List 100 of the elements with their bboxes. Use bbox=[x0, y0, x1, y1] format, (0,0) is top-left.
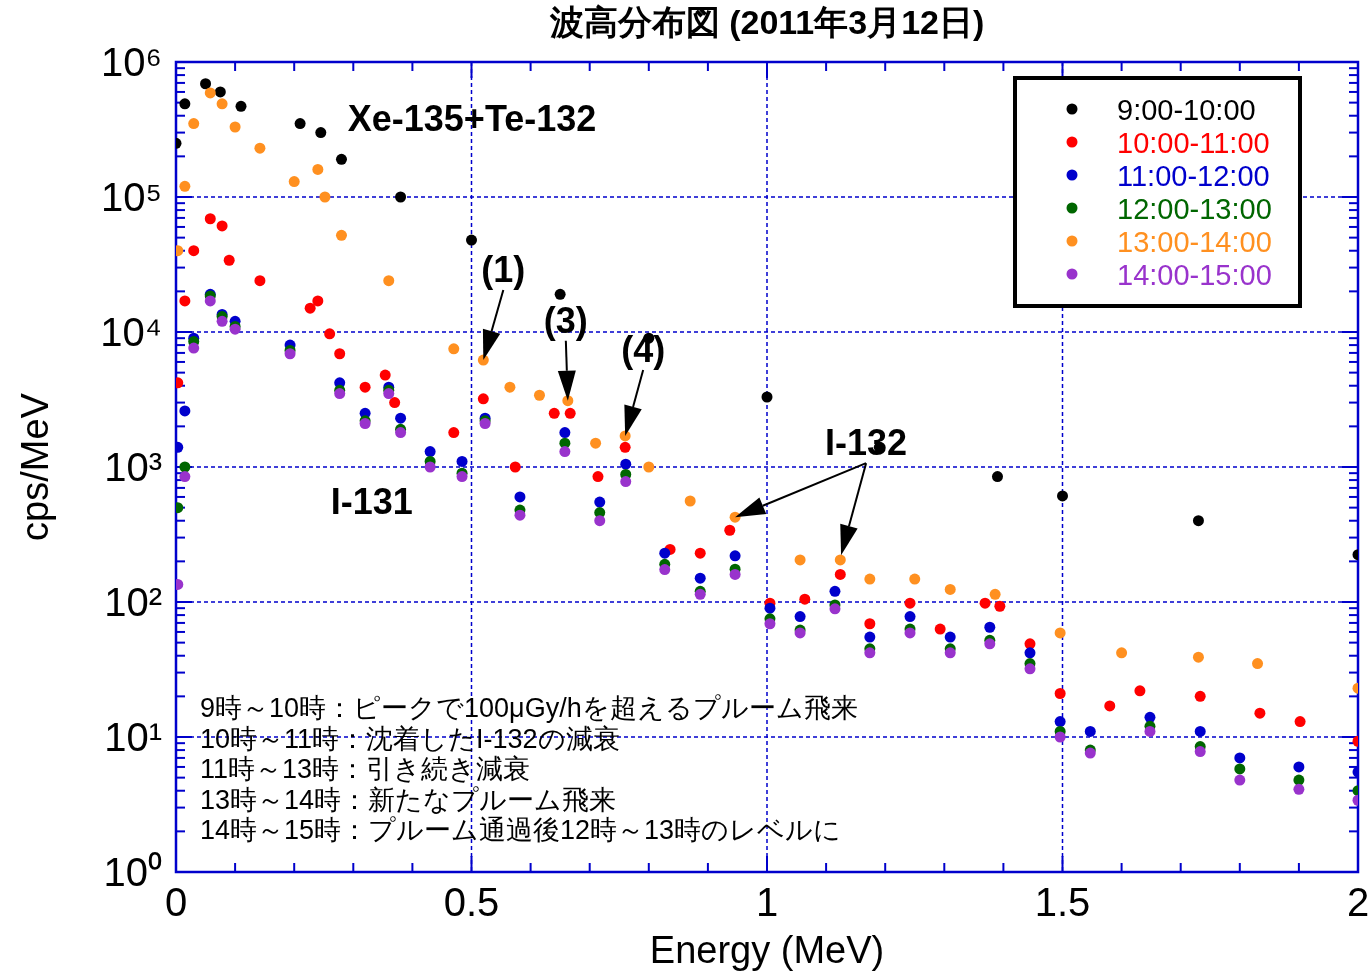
point bbox=[909, 573, 921, 585]
point bbox=[216, 315, 228, 327]
point bbox=[389, 397, 401, 409]
point bbox=[514, 491, 526, 503]
point bbox=[694, 547, 706, 559]
point bbox=[991, 471, 1003, 483]
point bbox=[594, 515, 606, 527]
point bbox=[179, 405, 191, 417]
point bbox=[304, 302, 316, 314]
point bbox=[764, 618, 776, 630]
point bbox=[254, 275, 266, 287]
point bbox=[729, 550, 741, 562]
annotation: I-132 bbox=[825, 422, 908, 464]
point bbox=[188, 245, 200, 257]
point bbox=[984, 638, 996, 650]
y-axis-title: cps/MeV bbox=[14, 392, 56, 541]
x-tick-label: 0.5 bbox=[443, 880, 500, 924]
point bbox=[1054, 731, 1066, 743]
point bbox=[559, 446, 571, 458]
point bbox=[466, 234, 477, 246]
point bbox=[456, 471, 468, 483]
point bbox=[799, 593, 811, 605]
point bbox=[1194, 725, 1206, 737]
point bbox=[659, 564, 671, 576]
point bbox=[1234, 752, 1246, 764]
point bbox=[200, 78, 212, 90]
point bbox=[1024, 647, 1036, 659]
point bbox=[395, 427, 407, 439]
point bbox=[312, 163, 324, 175]
y-tick-label: 10¹ bbox=[104, 715, 162, 759]
y-tick-label: 10⁵ bbox=[100, 175, 162, 219]
point bbox=[1293, 783, 1305, 795]
legend-label: 14:00-15:00 bbox=[1117, 259, 1272, 291]
point bbox=[834, 568, 846, 580]
point bbox=[448, 343, 460, 355]
point bbox=[1054, 716, 1066, 728]
y-tick-label: 10⁴ bbox=[100, 310, 162, 354]
point bbox=[944, 583, 956, 595]
point bbox=[334, 348, 346, 360]
point bbox=[509, 461, 521, 473]
point bbox=[620, 458, 632, 470]
point bbox=[312, 295, 324, 307]
point bbox=[590, 437, 602, 449]
point bbox=[204, 87, 216, 99]
point bbox=[548, 407, 560, 419]
point bbox=[288, 176, 300, 188]
point bbox=[335, 229, 347, 241]
point bbox=[1192, 651, 1204, 663]
point bbox=[334, 388, 346, 400]
point bbox=[904, 597, 916, 609]
x-axis-title: Energy (MeV) bbox=[649, 929, 885, 971]
point bbox=[989, 588, 1001, 600]
point bbox=[834, 554, 846, 566]
point bbox=[235, 100, 247, 112]
y-tick-label: 10³ bbox=[104, 445, 162, 489]
point bbox=[395, 412, 407, 424]
point bbox=[1234, 763, 1246, 775]
legend-label: 9:00-10:00 bbox=[1117, 94, 1256, 126]
point bbox=[1054, 627, 1066, 639]
chart-title: 波高分布図 (2011年3月12日) bbox=[548, 3, 985, 41]
point bbox=[684, 495, 696, 507]
point bbox=[1104, 700, 1116, 712]
point bbox=[934, 623, 946, 635]
point bbox=[179, 180, 191, 192]
point bbox=[1192, 515, 1204, 527]
point bbox=[729, 568, 741, 580]
point bbox=[1084, 725, 1096, 737]
point bbox=[864, 573, 876, 585]
point bbox=[179, 98, 191, 110]
point bbox=[229, 121, 241, 133]
x-tick-label: 1 bbox=[755, 880, 779, 924]
point bbox=[994, 600, 1006, 612]
point bbox=[319, 191, 331, 203]
point bbox=[424, 446, 436, 458]
point bbox=[559, 427, 571, 439]
point bbox=[188, 118, 200, 130]
legend-label: 11:00-12:00 bbox=[1117, 160, 1270, 192]
annotation: (3) bbox=[543, 299, 588, 341]
point bbox=[1252, 658, 1264, 670]
point bbox=[294, 118, 306, 130]
point bbox=[764, 602, 776, 614]
point bbox=[477, 393, 489, 405]
x-tick-label: 1.5 bbox=[1034, 880, 1091, 924]
point bbox=[223, 254, 235, 266]
annotation: 13時～14時：新たなプルーム飛来 bbox=[200, 784, 617, 815]
point bbox=[315, 127, 327, 139]
point bbox=[504, 381, 516, 393]
point bbox=[564, 407, 576, 419]
point bbox=[335, 153, 347, 165]
point bbox=[1194, 690, 1206, 702]
point bbox=[448, 427, 460, 439]
point bbox=[179, 471, 191, 483]
point bbox=[324, 328, 336, 340]
point bbox=[761, 391, 773, 403]
point bbox=[1134, 685, 1146, 697]
point bbox=[1024, 663, 1036, 675]
point bbox=[533, 389, 545, 401]
annotation: 9時～10時：ピークで100μGy/hを超えるプルーム飛来 bbox=[200, 693, 858, 723]
point bbox=[864, 647, 876, 659]
point bbox=[216, 98, 228, 110]
